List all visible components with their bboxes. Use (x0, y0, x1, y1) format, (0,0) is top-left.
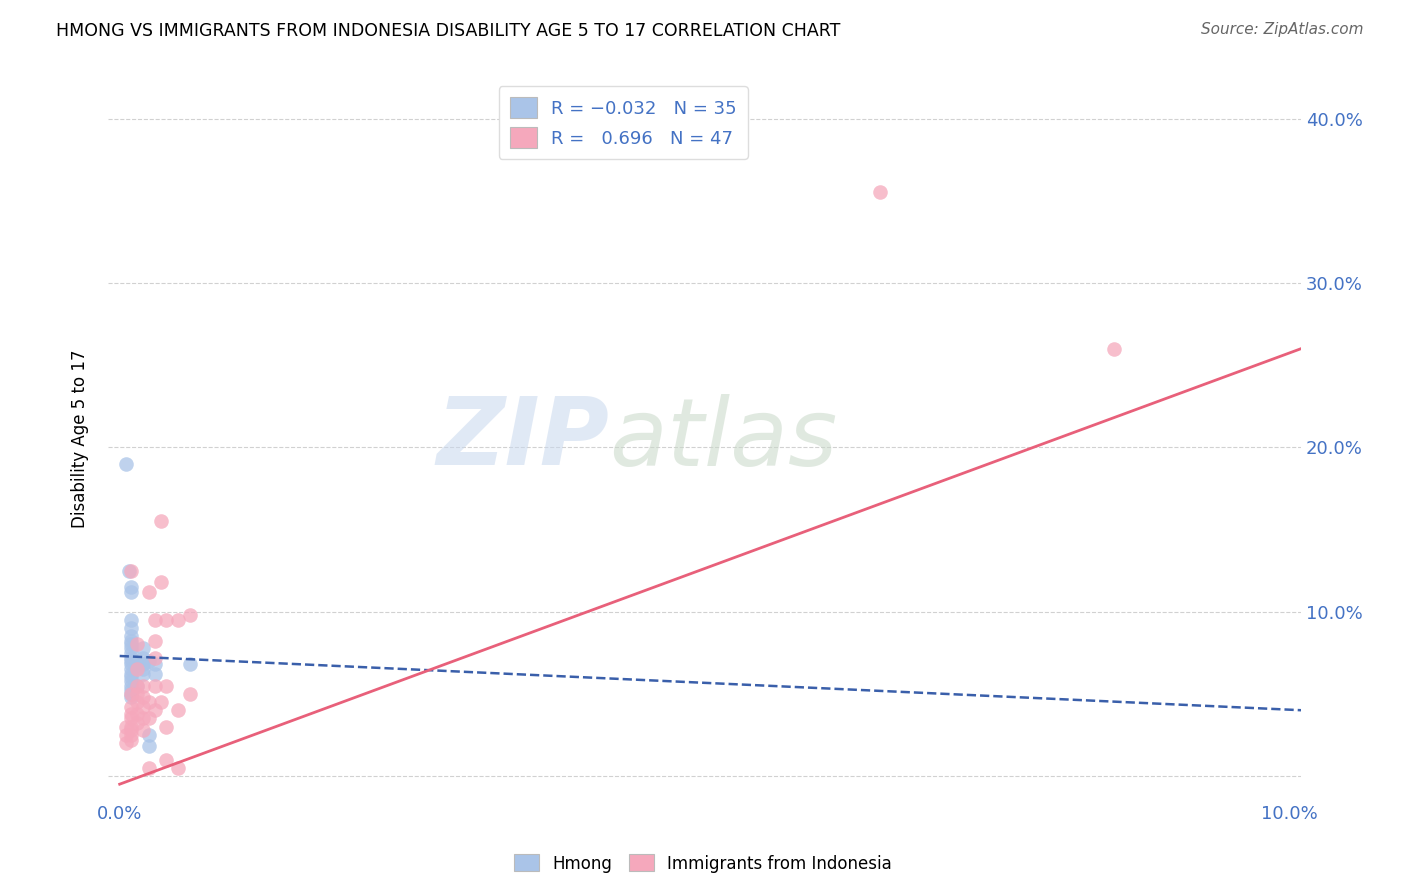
Text: Source: ZipAtlas.com: Source: ZipAtlas.com (1201, 22, 1364, 37)
Point (120, 720, 142, 734)
Point (114, 457, 136, 471)
Point (127, 716, 149, 731)
Point (138, 728, 160, 742)
Point (120, 564, 142, 578)
Legend: Hmong, Immigrants from Indonesia: Hmong, Immigrants from Indonesia (508, 847, 898, 880)
Point (120, 679, 142, 693)
Point (120, 646, 142, 660)
Point (132, 690, 155, 704)
Point (167, 613, 190, 627)
Point (120, 690, 142, 704)
Point (120, 629, 142, 643)
Point (120, 650, 142, 665)
Point (120, 687, 142, 701)
Point (143, 703, 166, 717)
Point (120, 711, 142, 725)
Point (120, 654, 142, 668)
Legend: R = −0.032   N = 35, R =   0.696   N = 47: R = −0.032 N = 35, R = 0.696 N = 47 (499, 87, 748, 159)
Point (132, 667, 155, 681)
Point (114, 736, 136, 750)
Text: atlas: atlas (609, 393, 838, 484)
Point (120, 673, 142, 688)
Point (179, 657, 201, 672)
Point (120, 585, 142, 599)
Point (120, 638, 142, 652)
Point (120, 700, 142, 714)
Point (138, 761, 160, 775)
Point (114, 728, 136, 742)
Point (127, 657, 149, 672)
Point (143, 613, 166, 627)
Point (127, 687, 149, 701)
Point (127, 662, 149, 676)
Point (149, 574, 172, 589)
Point (120, 667, 142, 681)
Point (179, 687, 201, 701)
Point (114, 720, 136, 734)
Point (167, 761, 190, 775)
Point (127, 695, 149, 709)
Point (127, 706, 149, 721)
Point (120, 580, 142, 594)
Point (138, 739, 160, 754)
Point (120, 634, 142, 648)
Point (120, 687, 142, 701)
Point (120, 670, 142, 684)
Point (132, 640, 155, 655)
Point (120, 728, 142, 742)
Point (149, 514, 172, 528)
Point (143, 679, 166, 693)
Point (120, 662, 142, 676)
Point (132, 679, 155, 693)
Point (143, 667, 166, 681)
Point (120, 640, 142, 655)
Point (179, 607, 201, 622)
Point (869, 186, 891, 200)
Point (167, 703, 190, 717)
Point (127, 638, 149, 652)
Point (132, 700, 155, 714)
Point (143, 634, 166, 648)
Point (143, 650, 166, 665)
Point (138, 711, 160, 725)
Point (155, 720, 177, 734)
Point (132, 723, 155, 737)
Point (120, 723, 142, 737)
Point (132, 711, 155, 725)
Point (143, 657, 166, 672)
Point (132, 657, 155, 672)
Point (138, 695, 160, 709)
Point (138, 585, 160, 599)
Point (120, 683, 142, 698)
Point (120, 621, 142, 635)
Y-axis label: Disability Age 5 to 17: Disability Age 5 to 17 (72, 350, 89, 528)
Point (132, 650, 155, 665)
Point (155, 752, 177, 766)
Point (149, 695, 172, 709)
Point (138, 654, 160, 668)
Point (132, 662, 155, 676)
Text: ZIP: ZIP (436, 393, 609, 485)
Point (127, 679, 149, 693)
Point (120, 613, 142, 627)
Text: HMONG VS IMMIGRANTS FROM INDONESIA DISABILITY AGE 5 TO 17 CORRELATION CHART: HMONG VS IMMIGRANTS FROM INDONESIA DISAB… (56, 22, 841, 40)
Point (155, 679, 177, 693)
Point (118, 564, 141, 578)
Point (127, 679, 149, 693)
Point (120, 706, 142, 721)
Point (120, 657, 142, 672)
Point (155, 613, 177, 627)
Point (1102, 342, 1125, 356)
Point (120, 732, 142, 747)
